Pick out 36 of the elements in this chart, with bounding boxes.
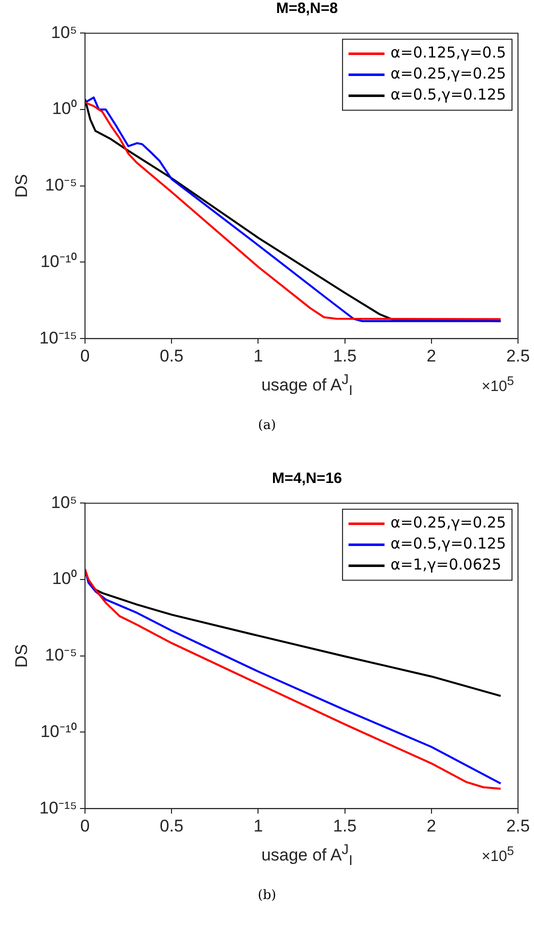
y-axis-title: DS — [12, 174, 31, 198]
legend-label: α=0.25,γ=0.25 — [390, 514, 506, 532]
x-tick-label: 0.5 — [160, 816, 184, 836]
x-tick-label: 1.5 — [332, 346, 357, 366]
chart-title: M=8,N=8 — [275, 0, 339, 17]
legend-label: α=0.125,γ=0.5 — [390, 44, 506, 62]
y-tick-label: 10⁻¹⁵ — [39, 798, 78, 818]
chart-title: M=4,N=16 — [270, 470, 344, 487]
x-tick-label: 2.5 — [506, 346, 530, 366]
legend-label: α=0.25,γ=0.25 — [390, 64, 506, 83]
y-axis-title: DS — [12, 644, 31, 668]
x-tick-label: 0 — [80, 346, 90, 366]
y-tick-label: 10⁻⁵ — [45, 646, 78, 665]
y-tick-label: 10⁻¹⁰ — [40, 252, 78, 271]
y-tick-label: 10⁵ — [51, 22, 78, 42]
x-tick-label: 1.5 — [332, 816, 357, 836]
text: ×10$^{5}$ — [482, 374, 514, 395]
x-tick-label: 0.5 — [160, 346, 184, 366]
y-tick-label: 10⁻¹⁰ — [40, 722, 78, 741]
text: (b) — [256, 888, 278, 903]
y-tick-label: 10⁻⁵ — [45, 176, 78, 195]
y-tick-label: 10⁰ — [52, 569, 78, 588]
y-tick-label: 10⁰ — [52, 99, 78, 118]
x-tick-label: 2.5 — [506, 816, 530, 836]
legend-label: α=0.5,γ=0.125 — [390, 86, 506, 104]
x-tick-label: 0 — [80, 816, 90, 836]
y-tick-label: 10⁻¹⁵ — [39, 328, 78, 348]
x-tick-label: 1 — [253, 816, 263, 836]
y-tick-label: 10⁵ — [51, 492, 78, 512]
x-tick-label: 1 — [253, 346, 263, 366]
text: ×10$^{5}$ — [482, 844, 514, 865]
x-tick-label: 2 — [426, 346, 436, 366]
legend-label: α=0.5,γ=0.125 — [390, 534, 506, 553]
text: (a) — [257, 418, 277, 433]
legend-label: α=1,γ=0.0625 — [390, 556, 502, 574]
x-tick-label: 2 — [426, 816, 436, 836]
